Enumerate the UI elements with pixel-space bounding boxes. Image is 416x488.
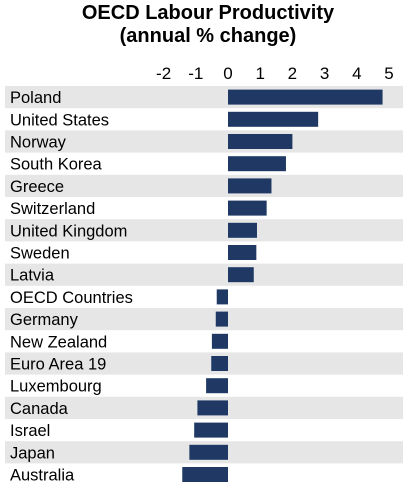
category-label: New Zealand [10, 333, 107, 351]
bar [228, 267, 254, 283]
bar [228, 200, 267, 216]
bar [228, 222, 257, 238]
category-label: Sweden [10, 245, 70, 263]
bar [228, 245, 257, 260]
x-tick-label: -1 [188, 64, 203, 83]
x-tick-label: 3 [320, 64, 329, 83]
category-label: Israel [10, 422, 50, 440]
category-label: Latvia [10, 267, 55, 285]
bar [194, 422, 228, 438]
category-label: Japan [10, 444, 55, 462]
category-label: South Korea [10, 156, 103, 174]
bar [197, 400, 228, 416]
bar [228, 178, 272, 194]
category-label: Poland [10, 89, 61, 107]
x-tick-label: 4 [352, 64, 361, 83]
x-tick-label: 1 [255, 64, 264, 83]
x-axis-ticks: -2 -1 0 1 2 3 4 5 [156, 64, 394, 83]
bar [211, 333, 228, 349]
bar [206, 378, 228, 394]
bar [216, 289, 228, 305]
category-label: Canada [10, 400, 69, 418]
category-label: Germany [10, 311, 79, 329]
row-stripe [5, 263, 403, 286]
category-label: Greece [10, 178, 64, 196]
chart-subtitle: (annual % change) [120, 25, 297, 47]
row-stripe [5, 219, 403, 242]
category-label: Switzerland [10, 200, 95, 218]
category-label: OECD Countries [10, 289, 133, 307]
category-label: United States [10, 111, 109, 129]
x-tick-label: 0 [223, 64, 232, 83]
row-stripe [5, 308, 403, 331]
bar [228, 111, 319, 127]
bar [228, 89, 383, 105]
bars [182, 89, 383, 482]
bar [215, 311, 228, 327]
category-label: Australia [10, 467, 75, 485]
row-stripe [5, 174, 403, 197]
category-label: United Kingdom [10, 222, 127, 240]
bar [211, 356, 228, 371]
bar [182, 467, 228, 482]
category-label: Norway [10, 134, 67, 152]
category-label: Euro Area 19 [10, 356, 106, 374]
x-tick-label: -2 [156, 64, 171, 83]
bar [189, 444, 228, 460]
bar [228, 156, 286, 172]
bar [228, 134, 293, 149]
x-tick-label: 5 [384, 64, 393, 83]
row-stripe [5, 130, 403, 153]
category-label: Luxembourg [10, 378, 102, 396]
x-tick-label: 2 [288, 64, 297, 83]
category-labels: Poland United States Norway South Korea Gree… [10, 89, 133, 484]
row-stripe [5, 352, 403, 375]
chart-title: OECD Labour Productivity [82, 2, 335, 24]
